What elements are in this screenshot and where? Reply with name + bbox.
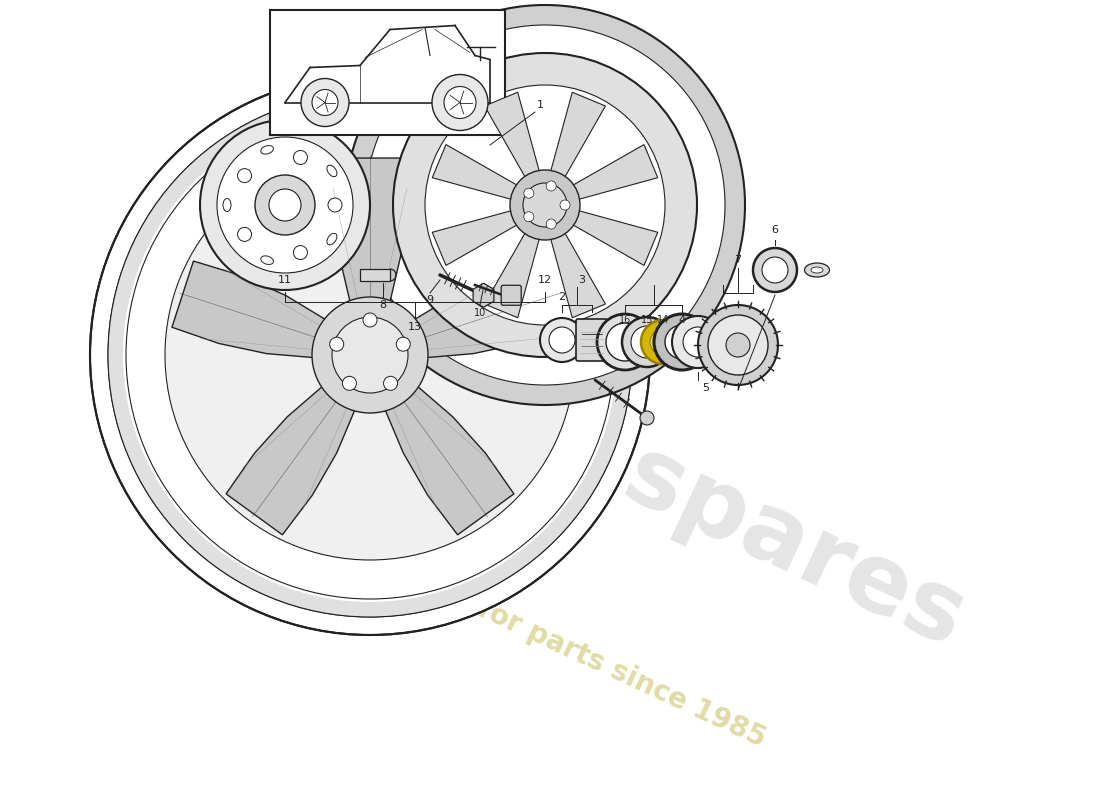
Circle shape [312, 90, 338, 115]
Text: 11: 11 [278, 275, 292, 285]
Circle shape [698, 305, 778, 385]
Circle shape [123, 108, 617, 602]
Polygon shape [550, 231, 605, 318]
Circle shape [444, 86, 476, 118]
Circle shape [217, 137, 353, 273]
Ellipse shape [804, 263, 829, 277]
Text: 7: 7 [735, 255, 741, 265]
Text: 2: 2 [559, 292, 565, 302]
Circle shape [606, 323, 643, 361]
Circle shape [255, 175, 315, 235]
Text: 1: 1 [537, 100, 543, 110]
Circle shape [654, 314, 710, 370]
Circle shape [294, 246, 308, 259]
Circle shape [365, 25, 725, 385]
Circle shape [640, 411, 654, 425]
Polygon shape [432, 145, 519, 200]
Polygon shape [485, 231, 540, 318]
Circle shape [108, 93, 632, 617]
Circle shape [641, 320, 685, 364]
Polygon shape [550, 92, 605, 179]
Polygon shape [412, 261, 568, 358]
Text: 6: 6 [771, 225, 779, 235]
Circle shape [294, 150, 308, 165]
Ellipse shape [261, 256, 274, 265]
Text: 14: 14 [657, 315, 669, 325]
Text: 12: 12 [538, 275, 552, 285]
Text: 5: 5 [703, 383, 710, 393]
Ellipse shape [327, 165, 337, 177]
Polygon shape [432, 210, 519, 266]
Ellipse shape [261, 146, 274, 154]
Circle shape [510, 170, 580, 240]
Polygon shape [360, 269, 390, 281]
Circle shape [726, 333, 750, 357]
Circle shape [754, 248, 798, 292]
Polygon shape [334, 158, 406, 303]
Circle shape [312, 297, 428, 413]
Text: a passion for parts since 1985: a passion for parts since 1985 [330, 527, 770, 753]
Text: 10: 10 [474, 308, 486, 318]
Circle shape [524, 188, 534, 198]
Circle shape [342, 376, 356, 390]
Circle shape [238, 169, 252, 182]
Circle shape [363, 313, 377, 327]
Polygon shape [571, 210, 658, 266]
Circle shape [126, 111, 614, 599]
Ellipse shape [223, 198, 231, 211]
Circle shape [328, 198, 342, 212]
Circle shape [200, 120, 370, 290]
Circle shape [560, 200, 570, 210]
Circle shape [90, 75, 650, 635]
Circle shape [524, 212, 534, 222]
Circle shape [270, 189, 301, 221]
Text: 15: 15 [641, 315, 653, 325]
Ellipse shape [811, 267, 823, 273]
Polygon shape [485, 92, 540, 179]
Circle shape [332, 317, 408, 393]
Circle shape [108, 93, 632, 617]
Polygon shape [384, 385, 514, 534]
Text: 8: 8 [379, 300, 386, 310]
Circle shape [683, 327, 713, 357]
Polygon shape [172, 261, 327, 358]
Circle shape [393, 53, 697, 357]
Text: 3: 3 [579, 275, 585, 285]
Text: 9: 9 [427, 295, 433, 305]
Bar [270, 10, 505, 135]
FancyBboxPatch shape [576, 319, 608, 361]
Circle shape [631, 326, 663, 358]
Circle shape [708, 315, 768, 375]
Circle shape [547, 219, 557, 229]
Circle shape [425, 85, 666, 325]
Circle shape [547, 181, 557, 191]
Circle shape [432, 74, 488, 130]
Circle shape [666, 325, 698, 359]
Circle shape [597, 314, 653, 370]
FancyBboxPatch shape [502, 286, 521, 306]
Text: eurospares: eurospares [384, 324, 980, 668]
Circle shape [330, 337, 343, 351]
Text: 13: 13 [408, 322, 422, 332]
Circle shape [165, 150, 575, 560]
Circle shape [672, 316, 724, 368]
Polygon shape [227, 385, 355, 534]
Circle shape [540, 318, 584, 362]
Circle shape [549, 327, 575, 353]
Ellipse shape [327, 234, 337, 245]
Circle shape [238, 227, 252, 242]
Circle shape [301, 78, 349, 126]
Circle shape [650, 329, 676, 355]
Text: 16: 16 [619, 315, 631, 325]
Circle shape [345, 5, 745, 405]
Text: 4: 4 [679, 315, 685, 325]
Polygon shape [571, 145, 658, 200]
Circle shape [621, 317, 672, 367]
Circle shape [384, 376, 397, 390]
Circle shape [522, 183, 566, 227]
Circle shape [396, 337, 410, 351]
Circle shape [762, 257, 788, 283]
